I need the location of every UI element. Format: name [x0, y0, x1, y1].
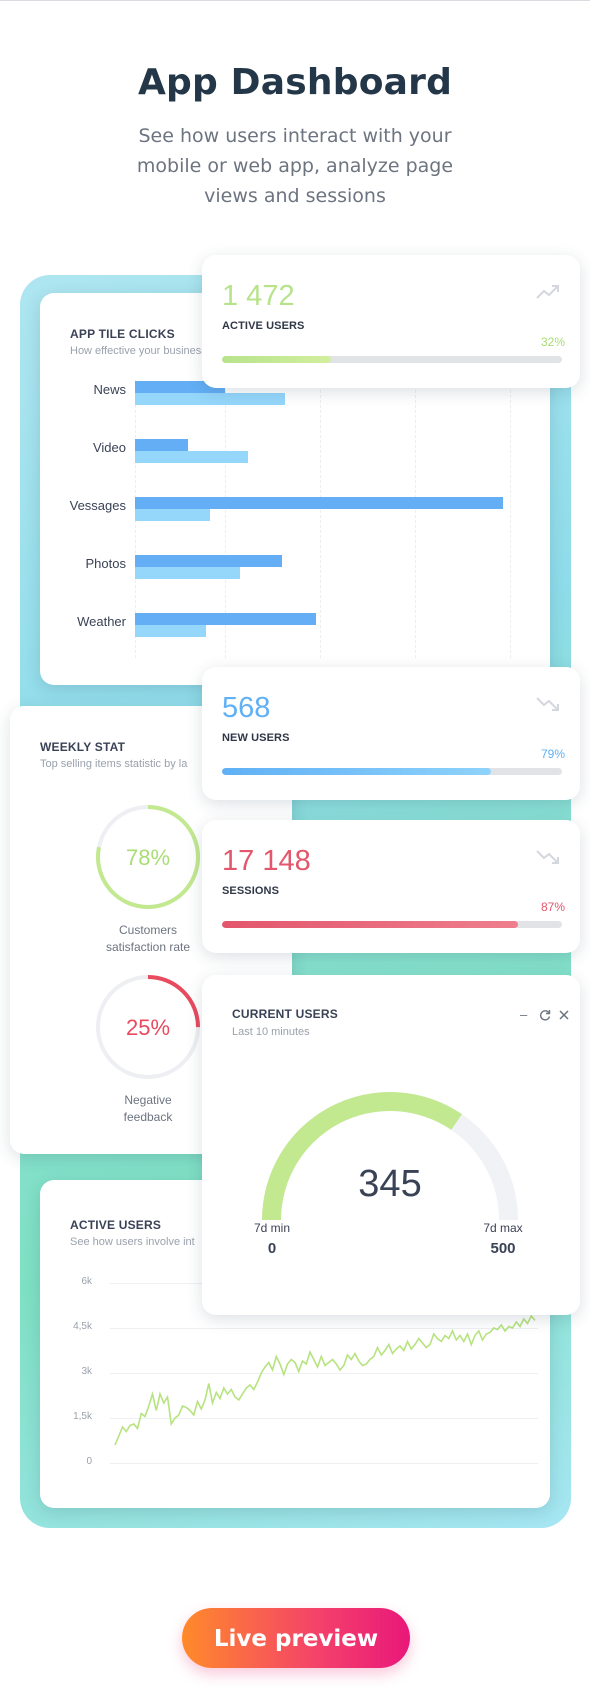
y-grid-line [110, 1373, 538, 1374]
negative-feedback-label: Negative feedback [68, 1092, 228, 1126]
minimize-icon[interactable]: – [520, 1007, 528, 1022]
bar-photos-series-2 [135, 567, 240, 579]
active-users-progress-fill [222, 356, 331, 363]
trend-down-icon [536, 850, 559, 864]
active-users-label: ACTIVE USERS [222, 320, 305, 332]
bar-category-label: Weather [77, 614, 126, 629]
page-subtitle: See how users interact with your mobile … [136, 125, 454, 207]
bar-news-series-1 [135, 381, 225, 393]
satisfaction-value: 78% [125, 845, 171, 870]
negative-feedback-value: 25% [125, 1015, 171, 1040]
current-users-subtitle: Last 10 minutes [232, 1026, 310, 1038]
current-users-value: 345 [358, 1163, 422, 1205]
negative-feedback-label-line1: Negative [124, 1093, 172, 1107]
bar-news-series-2 [135, 393, 285, 405]
bar-grid-line [415, 380, 416, 658]
y-tick-label: 3k [81, 1366, 92, 1377]
satisfaction-label: Customers satisfaction rate [68, 922, 228, 956]
bar-photos-series-1 [135, 555, 282, 567]
bar-category-label: Vessages [69, 498, 126, 513]
gauge-max-label: 7d max [483, 1221, 523, 1235]
satisfaction-label-line2: satisfaction rate [105, 940, 191, 954]
active-users-value: 1 472 [222, 280, 295, 312]
tile-clicks-subtitle: How effective your business [70, 345, 207, 357]
bar-messages-series-1 [135, 497, 503, 509]
weekly-stat-subtitle: Top selling items statistic by la [40, 758, 188, 770]
sessions-stat-card: 17 148 SESSIONS 87% [202, 820, 580, 953]
y-grid-line [110, 1463, 538, 1464]
bar-weather-series-1 [135, 613, 316, 625]
negative-feedback-donut [96, 975, 200, 1079]
sessions-value: 17 148 [222, 845, 311, 877]
weekly-stat-title: WEEKLY STAT [40, 740, 126, 754]
sessions-percent: 87% [540, 900, 565, 914]
gauge-min-value: 0 [267, 1240, 277, 1257]
gauge-fill [262, 1092, 462, 1220]
bar-grid-line [510, 380, 511, 658]
y-grid-line [110, 1328, 538, 1329]
new-users-progress-fill [222, 768, 491, 775]
satisfaction-label-line1: Customers [118, 923, 177, 937]
new-users-label: NEW USERS [222, 732, 290, 744]
trend-up-icon [536, 285, 559, 299]
bar-category-label: News [93, 382, 126, 397]
y-tick-label: 0 [86, 1456, 92, 1467]
y-tick-label: 1,5k [73, 1411, 92, 1422]
new-users-stat-card: 568 NEW USERS 79% [202, 667, 580, 800]
y-tick-label: 6k [81, 1276, 92, 1287]
new-users-progress [222, 768, 562, 775]
top-divider [0, 0, 590, 1]
trend-down-icon [536, 697, 559, 711]
current-users-card: CURRENT USERS Last 10 minutes – [202, 975, 580, 1315]
active-users-stat-card: 1 472 ACTIVE USERS 32% [202, 255, 580, 388]
current-users-gauge [262, 1092, 518, 1220]
sessions-progress-fill [222, 921, 518, 928]
y-grid-line [110, 1418, 538, 1419]
active-users-percent: 32% [540, 335, 565, 349]
bar-category-label: Video [92, 440, 126, 455]
bar-grid-line [225, 380, 226, 658]
bar-video-series-2 [135, 451, 248, 463]
bar-category-label: Photos [85, 556, 126, 571]
active-users-chart-subtitle: See how users involve int [70, 1236, 195, 1248]
new-users-percent: 79% [540, 747, 565, 761]
live-preview-button[interactable]: Live preview [182, 1608, 410, 1668]
refresh-icon[interactable] [539, 1009, 551, 1021]
active-users-chart-title: ACTIVE USERS [70, 1218, 162, 1232]
close-icon[interactable] [559, 1010, 569, 1020]
bar-grid-line [320, 380, 321, 658]
sessions-label: SESSIONS [222, 885, 280, 897]
negative-feedback-label-line2: feedback [123, 1110, 173, 1124]
satisfaction-donut [96, 805, 200, 909]
gauge-max-value: 500 [490, 1240, 516, 1257]
bar-messages-series-2 [135, 509, 210, 521]
gauge-min-label: 7d min [253, 1221, 291, 1235]
bar-video-series-1 [135, 439, 188, 451]
active-users-progress [222, 356, 562, 363]
page-title: App Dashboard [137, 62, 453, 103]
current-users-title: CURRENT USERS [232, 1007, 338, 1021]
y-tick-label: 4,5k [73, 1321, 92, 1332]
sessions-progress [222, 921, 562, 928]
bar-weather-series-2 [135, 625, 206, 637]
tile-clicks-title: APP TILE CLICKS [70, 327, 175, 341]
new-users-value: 568 [222, 692, 271, 724]
